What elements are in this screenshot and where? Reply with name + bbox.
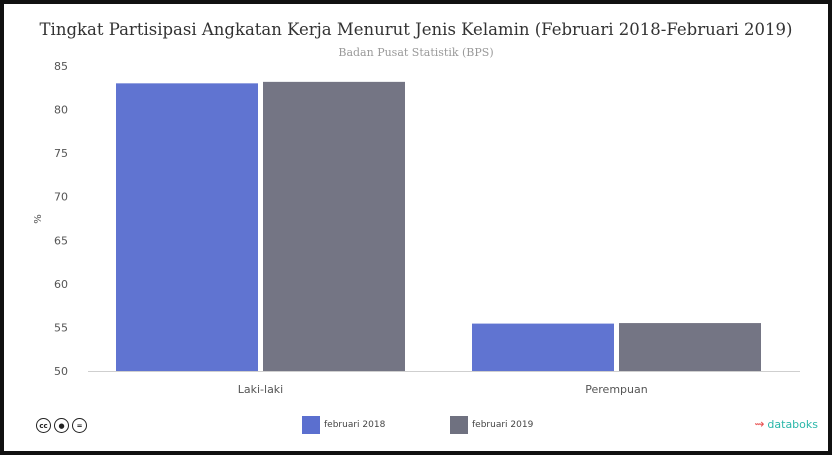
y-tick-label-75: 75 bbox=[54, 147, 68, 160]
bar-perempuan-februari-2018 bbox=[472, 323, 614, 371]
legend-item-februari-2019[interactable]: februari 2019 bbox=[450, 416, 533, 434]
y-tick-label-60: 60 bbox=[54, 278, 68, 291]
license-icons[interactable]: cc ● = bbox=[36, 418, 87, 433]
bar-laki-laki-februari-2019 bbox=[263, 81, 405, 372]
nd-icon: = bbox=[72, 418, 87, 433]
legend-swatch-februari-2019 bbox=[450, 416, 468, 434]
legend-item-februari-2018[interactable]: februari 2018 bbox=[302, 416, 385, 434]
y-axis-label: % bbox=[33, 214, 44, 224]
bar-perempuan-februari-2019 bbox=[619, 323, 761, 371]
y-tick-label-50: 50 bbox=[54, 365, 68, 378]
bar-laki-laki-februari-2018 bbox=[116, 83, 258, 371]
brand-logo[interactable]: ⇝ databoks bbox=[754, 417, 818, 431]
brand-label: databoks bbox=[767, 417, 818, 431]
y-tick-label-80: 80 bbox=[54, 104, 68, 117]
chart-title: Tingkat Partisipasi Angkatan Kerja Menur… bbox=[39, 20, 793, 39]
y-tick-label-55: 55 bbox=[54, 321, 68, 334]
y-tick-label-70: 70 bbox=[54, 191, 68, 204]
x-tick-label-laki-laki: Laki-laki bbox=[238, 383, 284, 396]
legend-swatch-februari-2018 bbox=[302, 416, 320, 434]
chart-subtitle: Badan Pusat Statistik (BPS) bbox=[338, 46, 494, 59]
y-tick-label-65: 65 bbox=[54, 234, 68, 247]
y-tick-label-85: 85 bbox=[54, 60, 68, 73]
brand-mark-icon: ⇝ bbox=[754, 417, 765, 431]
legend-label-februari-2019: februari 2019 bbox=[472, 420, 534, 430]
legend-label-februari-2018: februari 2018 bbox=[324, 420, 386, 430]
cc-icon: cc bbox=[36, 418, 51, 433]
x-tick-label-perempuan: Perempuan bbox=[585, 383, 647, 396]
by-icon: ● bbox=[54, 418, 69, 433]
